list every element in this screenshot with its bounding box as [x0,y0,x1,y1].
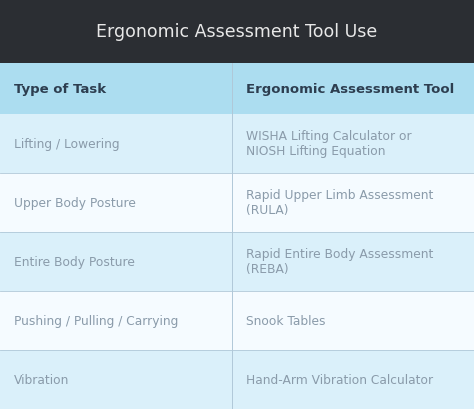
Bar [0,173,474,232]
Bar [0,63,474,115]
Text: Hand-Arm Vibration Calculator: Hand-Arm Vibration Calculator [246,373,434,386]
Text: Pushing / Pulling / Carrying: Pushing / Pulling / Carrying [14,314,179,327]
Text: Type of Task: Type of Task [14,83,106,95]
Bar [0,0,474,63]
Bar [0,232,474,291]
Text: Ergonomic Assessment Tool: Ergonomic Assessment Tool [246,83,455,95]
Text: WISHA Lifting Calculator or
NIOSH Lifting Equation: WISHA Lifting Calculator or NIOSH Liftin… [246,130,412,158]
Text: Ergonomic Assessment Tool Use: Ergonomic Assessment Tool Use [96,23,378,40]
Bar [0,291,474,350]
Text: Entire Body Posture: Entire Body Posture [14,255,135,268]
Text: Snook Tables: Snook Tables [246,314,326,327]
Bar [0,350,474,409]
Text: Vibration: Vibration [14,373,70,386]
Text: Rapid Entire Body Assessment
(REBA): Rapid Entire Body Assessment (REBA) [246,248,434,276]
Text: Rapid Upper Limb Assessment
(RULA): Rapid Upper Limb Assessment (RULA) [246,189,434,217]
Bar [0,115,474,173]
Text: Lifting / Lowering: Lifting / Lowering [14,137,120,151]
Text: Upper Body Posture: Upper Body Posture [14,196,136,209]
